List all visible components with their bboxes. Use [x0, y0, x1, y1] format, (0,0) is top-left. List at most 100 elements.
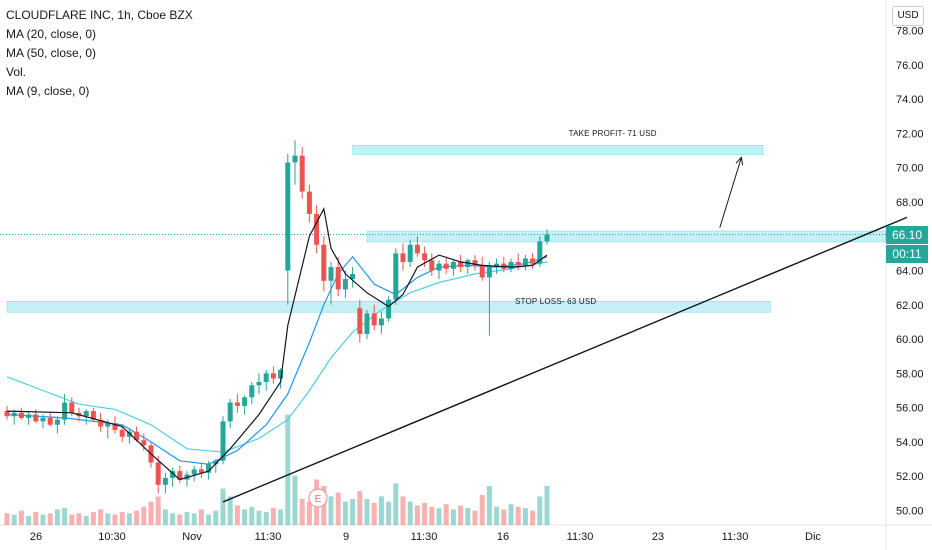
earnings-marker-label: E	[315, 494, 322, 505]
legend-volume[interactable]: Vol.	[6, 65, 27, 79]
volume-bar	[537, 496, 543, 525]
earnings-marker	[308, 488, 328, 508]
candle-body	[234, 402, 240, 406]
volume-bar	[47, 513, 53, 525]
volume-bar	[422, 502, 428, 525]
candle-body	[407, 244, 413, 262]
volume-bar	[436, 508, 442, 525]
volume-bar	[494, 506, 500, 525]
volume-bar	[69, 514, 75, 525]
arrow-shaft	[719, 157, 742, 228]
candle-body	[18, 412, 24, 418]
candle-body	[170, 471, 176, 478]
volume-bar	[90, 512, 96, 525]
volume-bar	[400, 496, 406, 525]
volume-bar	[83, 515, 89, 525]
volume-bar	[350, 499, 356, 525]
candle-body	[141, 440, 147, 446]
legend-title: CLOUDFLARE INC, 1h, Cboe BZX	[6, 8, 193, 22]
candle-body	[386, 299, 392, 319]
volume-bar	[386, 501, 392, 525]
volume-bar	[112, 514, 118, 525]
volume-bar	[371, 502, 377, 525]
zone-resistance	[366, 230, 886, 243]
candle-body	[400, 253, 406, 262]
candle-body	[220, 421, 226, 461]
price-axis-label: 56.00	[896, 403, 924, 415]
time-axis-label: Dic	[805, 531, 821, 543]
volume-bar	[270, 508, 276, 525]
volume-bar	[76, 513, 82, 525]
volume-bar	[407, 501, 413, 525]
candle-body	[378, 318, 384, 326]
volume-bar	[40, 514, 46, 525]
volume-bar	[458, 505, 464, 525]
candle-body	[278, 369, 284, 379]
legend-ma9[interactable]: MA (9, close, 0)	[6, 84, 90, 98]
time-axis-label: 11:30	[722, 531, 749, 543]
volume-bar	[155, 496, 161, 525]
candle-body	[177, 471, 183, 480]
price-axis-label: 62.00	[896, 300, 924, 312]
volume-bar	[242, 509, 248, 525]
candle-body	[479, 265, 485, 278]
candle-body	[443, 263, 449, 269]
volume-bar	[486, 486, 492, 525]
volume-bar	[54, 509, 60, 525]
candle-body	[206, 464, 212, 473]
candle-body	[299, 155, 305, 192]
candle-body	[4, 411, 10, 417]
price-axis-label: 52.00	[896, 471, 924, 483]
legend-ma20[interactable]: MA (20, close, 0)	[6, 27, 97, 41]
candle-body	[414, 244, 420, 254]
candle-body	[11, 412, 17, 417]
volume-bar	[515, 506, 521, 525]
volume-bar	[191, 513, 197, 525]
volume-bar	[342, 501, 348, 525]
candle-body	[314, 213, 320, 245]
candle-body	[134, 431, 140, 441]
candle-body	[544, 234, 550, 242]
trendline	[222, 216, 908, 503]
currency-button[interactable]: USD	[892, 6, 924, 26]
volume-bar	[292, 475, 298, 525]
arrow-head	[735, 156, 744, 166]
candle-body	[537, 241, 543, 264]
price-axis-label: 68.00	[896, 197, 924, 209]
candle-body	[62, 402, 68, 420]
candle-body	[242, 397, 248, 406]
candle-body	[126, 431, 132, 437]
candle-body	[83, 411, 89, 417]
candle-body	[155, 462, 161, 485]
candle-body	[357, 308, 363, 334]
volume-bar	[170, 513, 176, 525]
candle-body	[198, 469, 204, 473]
candle-body	[306, 191, 312, 214]
candle-body	[371, 313, 377, 326]
candle-body	[191, 469, 197, 475]
time-axis-label: 9	[343, 531, 349, 543]
candle-body	[54, 419, 60, 425]
volume-bar	[501, 509, 507, 525]
candle-body	[342, 279, 348, 290]
candle-body	[522, 258, 528, 266]
volume-bar	[522, 508, 528, 525]
legend-ma50[interactable]: MA (50, close, 0)	[6, 46, 97, 60]
take-profit-annotation: TAKE PROFIT- 71 USD	[568, 129, 657, 139]
volume-bar	[443, 504, 449, 525]
candle-body	[270, 373, 276, 379]
candle-body	[47, 417, 53, 425]
time-axis-label: 11:30	[567, 531, 594, 543]
candle-body	[263, 373, 269, 382]
volume-bar	[98, 509, 104, 525]
price-axis-label: 78.00	[896, 26, 924, 38]
volume-bar	[285, 414, 291, 525]
volume-bar	[278, 509, 284, 525]
candle-body	[256, 381, 262, 386]
candle-body	[249, 385, 255, 398]
time-axis-label: 23	[652, 531, 664, 543]
candle-body	[119, 429, 125, 437]
candle-body	[90, 411, 96, 420]
